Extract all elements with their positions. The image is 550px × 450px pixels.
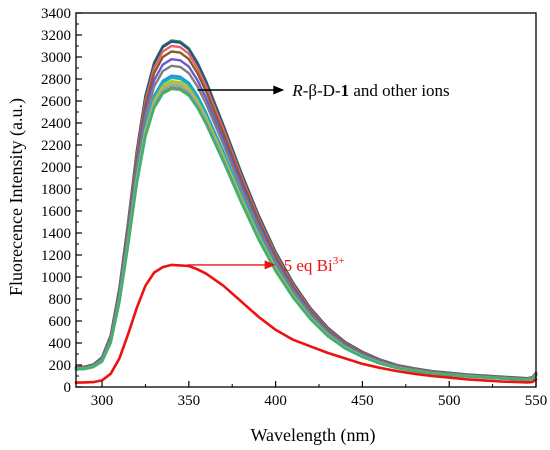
y-tick-label: 2000	[41, 160, 71, 176]
x-tick-label: 450	[351, 393, 374, 409]
ions-label-tail: and other ions	[349, 81, 450, 100]
y-tick-label: 1600	[41, 204, 71, 220]
y-tick-label: 200	[49, 358, 72, 374]
bi-label-sup: 3+	[333, 255, 345, 267]
ions-label-main: -β-D-	[303, 81, 341, 100]
ions-arrow-head	[273, 85, 285, 95]
y-tick-label: 2800	[41, 72, 71, 88]
y-tick-label: 400	[49, 336, 72, 352]
y-tick-label: 600	[49, 314, 72, 330]
x-tick-label: 500	[438, 393, 461, 409]
y-tick-label: 2600	[41, 94, 71, 110]
x-tick-label: 300	[91, 393, 114, 409]
bi-label-main: 5 eq Bi	[284, 256, 333, 275]
y-tick-label: 2400	[41, 116, 71, 132]
ions-label-bold: 1	[341, 81, 350, 100]
x-axis-title: Wavelength (nm)	[250, 425, 375, 446]
y-tick-label: 3400	[41, 6, 71, 22]
y-tick-label: 800	[49, 292, 72, 308]
y-tick-label: 1200	[41, 248, 71, 264]
ions-annotation-label: R-β-D-1 and other ions	[291, 81, 449, 100]
y-axis-title: Fluorecence Intensity (a.u.)	[6, 98, 27, 296]
annotation-layer: R-β-D-1 and other ions 5 eq Bi3+	[187, 81, 450, 275]
x-tick-label: 350	[178, 393, 201, 409]
plot-frame	[75, 12, 537, 388]
y-tick-label: 3000	[41, 50, 71, 66]
y-tick-label: 1400	[41, 226, 71, 242]
y-tick-label: 2200	[41, 138, 71, 154]
bi-arrow-head	[264, 260, 276, 270]
x-tick-label: 550	[525, 393, 548, 409]
y-tick-label: 0	[64, 380, 72, 396]
bi-annotation-label: 5 eq Bi3+	[284, 255, 345, 275]
axes-layer: 300 350 400 450 500 550 0 200 400 600 800 1000 1200 1…	[41, 6, 547, 409]
plot-layer	[74, 39, 538, 384]
series-line-bi	[74, 263, 538, 384]
y-tick-label: 1800	[41, 182, 71, 198]
y-tick-label: 1000	[41, 270, 71, 286]
series-line-ion-13	[74, 87, 538, 382]
ions-label-italic: R	[291, 81, 303, 100]
x-tick-label: 400	[264, 393, 287, 409]
y-tick-label: 3200	[41, 28, 71, 44]
